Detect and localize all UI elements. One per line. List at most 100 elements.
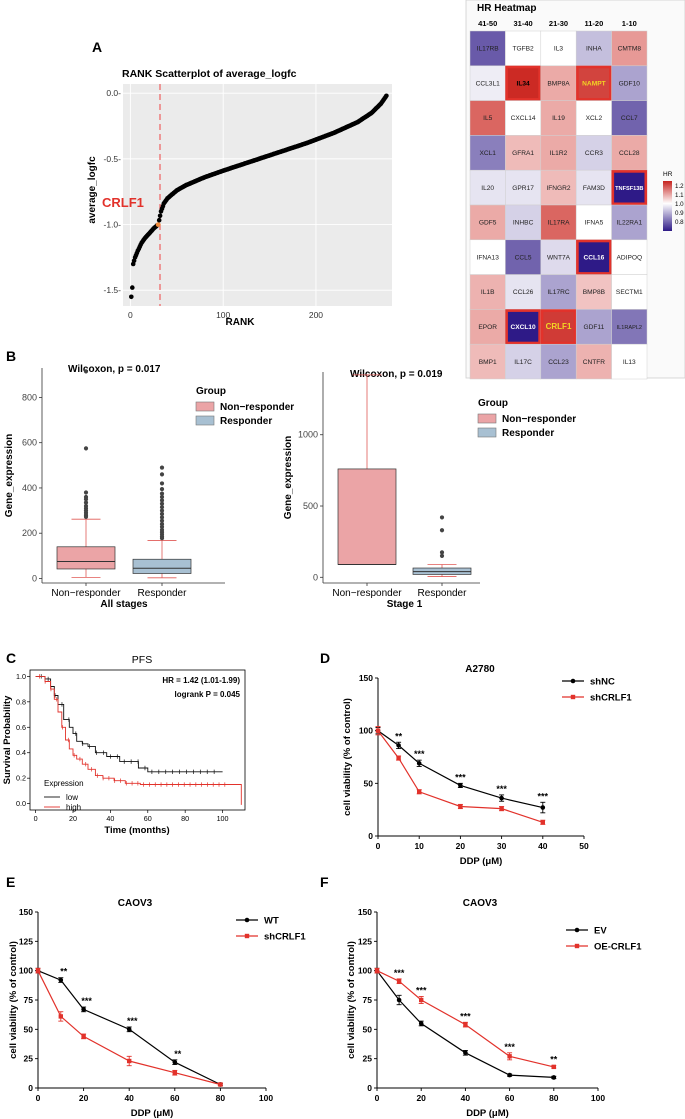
km-y-tick-label: 1.0 [16,672,26,681]
heatmap-cell [575,100,612,136]
heatmap-cell-label: CCR3 [585,150,603,157]
viability-legend-label: shCRLF1 [590,693,632,704]
viability-x-tick-label: 40 [124,1093,134,1103]
viability-y-tick-label: 150 [358,907,372,917]
boxplot-outlier [83,446,89,451]
viability-title: CAOV3 [463,898,498,909]
viability-x-tick-label: 60 [505,1093,515,1103]
scatter-x-tick-label: 0 [128,310,133,320]
km-curve-low [35,675,223,773]
viability-point [551,1064,556,1070]
viability-title: A2780 [465,664,495,675]
boxplot-stage-1: Wilcoxon, p = 0.019 0 500 1000 Gene_expressi… [283,369,576,610]
heatmap-cell [575,343,612,380]
viability-legend-marker [570,678,576,684]
scatter-axes: 0 100 200 0.0- -0.5- -1.0- -1.5- [104,88,324,320]
viability-x-tick-label: 20 [79,1093,89,1103]
viability-x-axis-label: DDP (μM) [466,1108,509,1119]
significance-marker: ** [60,967,68,977]
viability-point [540,820,545,825]
viability-legend-label: OE-CRLF1 [594,942,642,953]
viability-y-tick-label: 25 [24,1054,34,1064]
heatmap-cell [540,135,577,171]
viability-x-axis-label: DDP (μM) [131,1108,174,1119]
viability-y-tick-label: 0 [368,831,373,841]
heatmap-cell [505,135,542,171]
viability-y-axis-label: cell viability (% of control) [346,941,357,1059]
heatmap-cell-label: CNTFR [583,359,606,366]
heatmap-cell-label: IL22RA1 [616,220,642,227]
panel-letter-e: E [6,874,15,890]
scatter-point [129,294,134,300]
viability-point [375,728,381,733]
viability-point [396,979,402,984]
viability-y-tick-label: 50 [364,778,374,788]
boxplot-y-tick-label: 1000 [298,430,318,440]
viability-y-tick-label: 0 [28,1083,33,1093]
boxplot-y-tick-label: 0 [32,573,37,583]
viability-y-tick-label: 25 [363,1054,373,1064]
viability-legend-marker [574,927,580,933]
viability-x-tick-label: 80 [216,1093,226,1103]
heatmap-cell-label: IL1B [481,289,495,296]
significance-marker: *** [127,1016,138,1026]
viability-point [172,1059,178,1065]
heatmap-cell-label: NAMPT [582,80,605,87]
boxplot-box [132,558,192,574]
heatmap-cell [469,343,506,380]
heatmap-cell [505,204,542,241]
scatter-x-axis-label: RANK [226,317,256,328]
heatmap-cell [575,204,612,241]
significance-marker: *** [496,784,507,794]
boxplot-y-tick-label: 200 [22,528,37,538]
viability-x-tick-label: 10 [414,841,424,851]
heatmap-highlight-box [576,65,612,101]
km-y-tick-label: 0.8 [16,697,26,706]
boxplot-outlier [159,491,165,496]
heatmap-cell [611,30,648,67]
km-x-tick-label: 60 [144,814,152,823]
km-x-tick-label: 20 [69,814,77,823]
viability-point [126,1027,132,1032]
heatmap-cell-label: IFNGR2 [546,185,571,192]
heatmap-cell [540,65,577,101]
scatter-point [157,213,163,219]
hr-heatmap-panel: HR Heatmap 41-50 31-40 21-30 11-20 1-10 IL17… [465,0,685,380]
heatmap-cell-label: GFRA1 [512,150,534,157]
km-x-axis-label: Time (months) [104,825,169,836]
viability-x-tick-label: 80 [549,1093,559,1103]
boxplot-outlier [159,536,165,541]
viability-point [218,1082,223,1087]
viability-x-tick-label: 20 [456,841,466,851]
viability-legend-label: WT [264,916,279,927]
heatmap-cell-label: IL5 [483,115,492,122]
heatmap-cell [540,343,577,380]
viability-chart-caov3-knockdown: CAOV3 0 25 50 75 100 125 150 0 20 40 60 80 100 DDP (μM… [8,898,306,1119]
boxplot-outlier [439,550,445,555]
panel-letter-a: A [92,39,102,55]
heatmap-legend-label: 1.1 [675,192,684,199]
heatmap-highlight-box [576,239,612,275]
boxplot-outlier [83,490,89,495]
heatmap-cell [505,65,542,101]
heatmap-cell [611,169,648,206]
boxplot-outlier [439,515,445,520]
boxplot-outlier [159,486,165,492]
heatmap-cell [540,239,577,275]
heatmap-cell-label: IFNA5 [585,220,604,227]
viability-point [396,743,401,748]
viability-x-tick-label: 60 [170,1093,180,1103]
viability-legend-marker [244,933,250,939]
significance-marker: ** [174,1049,182,1059]
boxplot-legend-swatch [477,427,497,438]
viability-point [499,795,504,801]
viability-point [418,1021,424,1026]
panel-letter-c: C [6,650,16,666]
heatmap-cell [540,30,577,67]
heatmap-highlight-box [611,170,648,206]
heatmap-cell-label: XCL1 [479,150,496,157]
boxplot-outlier [439,553,445,559]
heatmap-cell-label: WNT7A [547,254,571,261]
km-logrank-annotation: logrank P = 0.045 [175,690,241,699]
